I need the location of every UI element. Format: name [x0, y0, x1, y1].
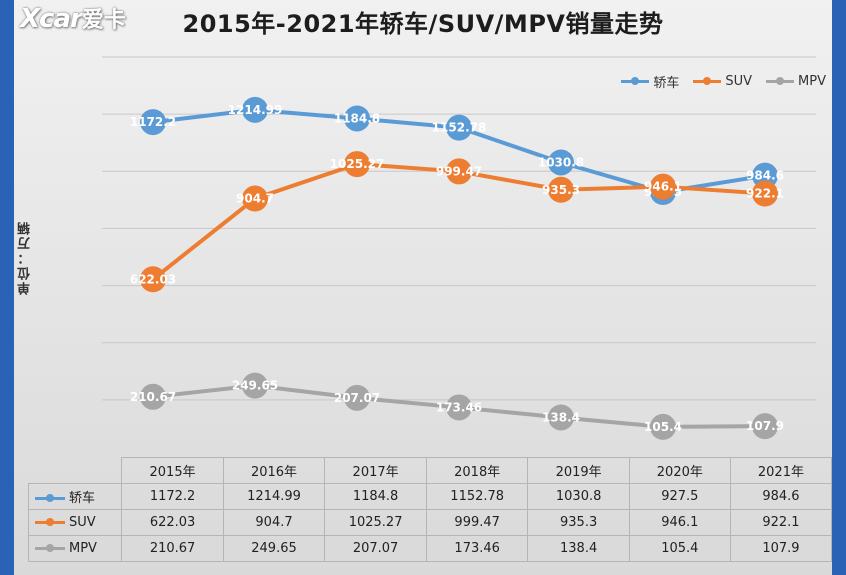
- data-label: 105.4: [644, 420, 682, 434]
- data-label: 1184.8: [334, 111, 380, 125]
- line-chart: 1172.21214.991184.81152.781030.8927.5984…: [102, 56, 816, 440]
- data-point: [242, 372, 268, 399]
- table-cell: 999.47: [425, 509, 529, 536]
- data-point: [752, 180, 778, 207]
- chart-title: 2015年-2021年轿车/SUV/MPV销量走势: [182, 10, 664, 38]
- data-label: 1030.8: [538, 155, 584, 169]
- data-label: 999.47: [436, 164, 482, 178]
- data-label: 904.7: [236, 192, 274, 206]
- data-label: 984.6: [746, 169, 784, 183]
- data-point: [548, 176, 574, 203]
- table-series-label: 轿车: [69, 491, 96, 506]
- table-cell: 927.5: [628, 483, 731, 510]
- table-cell: 1172.2: [121, 483, 224, 510]
- data-point: [650, 413, 676, 440]
- data-point: [140, 266, 166, 293]
- table-row: SUV 622.03 904.7 1025.27 999.47 935.3 946.1 922…: [27, 509, 833, 536]
- table-series-name: SUV: [27, 509, 123, 536]
- table-cell: 922.1: [729, 509, 833, 536]
- table-cell: 173.46: [425, 535, 529, 562]
- legend-item: 轿车: [621, 72, 679, 91]
- data-point: [344, 151, 370, 178]
- data-point: [140, 383, 166, 410]
- data-point: [752, 413, 778, 440]
- table-series-name: MPV: [27, 535, 123, 562]
- legend-label: SUV: [725, 74, 753, 89]
- table-cell: 138.4: [527, 535, 630, 562]
- table-cell: 946.1: [628, 509, 731, 536]
- table-year-header: 2020年: [628, 457, 731, 484]
- data-point: [446, 114, 472, 141]
- data-label: 210.67: [130, 390, 176, 404]
- data-label: 173.46: [436, 400, 482, 414]
- data-point: [446, 158, 472, 185]
- legend-item: MPV: [766, 72, 826, 91]
- table-year-header: 2017年: [324, 457, 427, 484]
- table-cell: 107.9: [729, 535, 833, 562]
- table-year-header: 2015年: [121, 457, 224, 484]
- data-label: 1214.99: [228, 103, 283, 117]
- data-label: 935.3: [542, 183, 580, 197]
- table-cell: 935.3: [527, 509, 630, 536]
- xcar-logo: Xcar爱卡: [20, 4, 126, 34]
- table-corner: [28, 457, 123, 484]
- table-cell: 622.03: [121, 509, 224, 536]
- table-year-header: 2016年: [222, 457, 326, 484]
- table-cell: 1030.8: [527, 483, 630, 510]
- data-label: 107.9: [746, 419, 784, 433]
- table-series-key: [35, 518, 65, 526]
- data-label: 622.03: [130, 272, 176, 286]
- table-series-key: [35, 544, 65, 552]
- data-point: [140, 109, 166, 136]
- data-point: [344, 384, 370, 411]
- legend-swatch: [693, 77, 722, 85]
- data-table: 2015年 2016年 2017年 2018年 2019年 2020年 2021年 轿车 11…: [27, 457, 833, 562]
- data-point: [650, 173, 676, 200]
- table-year-header: 2018年: [425, 457, 529, 484]
- legend-label: 轿车: [653, 76, 680, 91]
- data-label: 1025.27: [330, 157, 385, 171]
- data-point: [446, 394, 472, 421]
- data-label: 946.1: [644, 180, 682, 194]
- legend: 轿车 SUV MPV: [621, 72, 826, 91]
- table-cell: 249.65: [222, 535, 326, 562]
- table-cell: 105.4: [628, 535, 731, 562]
- table-row: MPV 210.67 249.65 207.07 173.46 138.4 105.4 107…: [27, 535, 833, 562]
- legend-label: MPV: [798, 74, 826, 89]
- data-point: [242, 185, 268, 212]
- data-point: [548, 404, 574, 431]
- data-label: 922.1: [746, 187, 784, 201]
- table-cell: 1214.99: [222, 483, 326, 510]
- chart-panel: Xcar爱卡 2015年-2021年轿车/SUV/MPV销量走势 单位：万辆 1…: [14, 0, 833, 575]
- table-year-header: 2019年: [527, 457, 630, 484]
- legend-item: SUV: [693, 72, 752, 91]
- data-point: [752, 162, 778, 189]
- table-cell: 1152.78: [425, 483, 529, 510]
- table-series-name: 轿车: [27, 483, 123, 510]
- table-cell: 210.67: [121, 535, 224, 562]
- data-label: 249.65: [232, 379, 278, 393]
- table-cell: 207.07: [324, 535, 427, 562]
- legend-swatch: [766, 77, 795, 85]
- data-label: 1152.78: [432, 121, 487, 135]
- data-point: [548, 149, 574, 176]
- table-row: 轿车 1172.2 1214.99 1184.8 1152.78 1030.8 927.5 9…: [27, 483, 833, 510]
- data-point: [344, 105, 370, 132]
- table-year-header: 2021年: [729, 457, 833, 484]
- data-point: [242, 96, 268, 123]
- data-label: 1172.2: [130, 115, 176, 129]
- data-label: 138.4: [542, 410, 580, 424]
- legend-swatch: [621, 77, 650, 85]
- data-label: 207.07: [334, 391, 380, 405]
- table-cell: 1184.8: [324, 483, 427, 510]
- table-cell: 984.6: [729, 483, 833, 510]
- table-series-label: MPV: [69, 541, 97, 556]
- table-cell: 1025.27: [324, 509, 427, 536]
- table-cell: 904.7: [222, 509, 326, 536]
- table-series-label: SUV: [69, 515, 96, 530]
- table-series-key: [35, 494, 65, 502]
